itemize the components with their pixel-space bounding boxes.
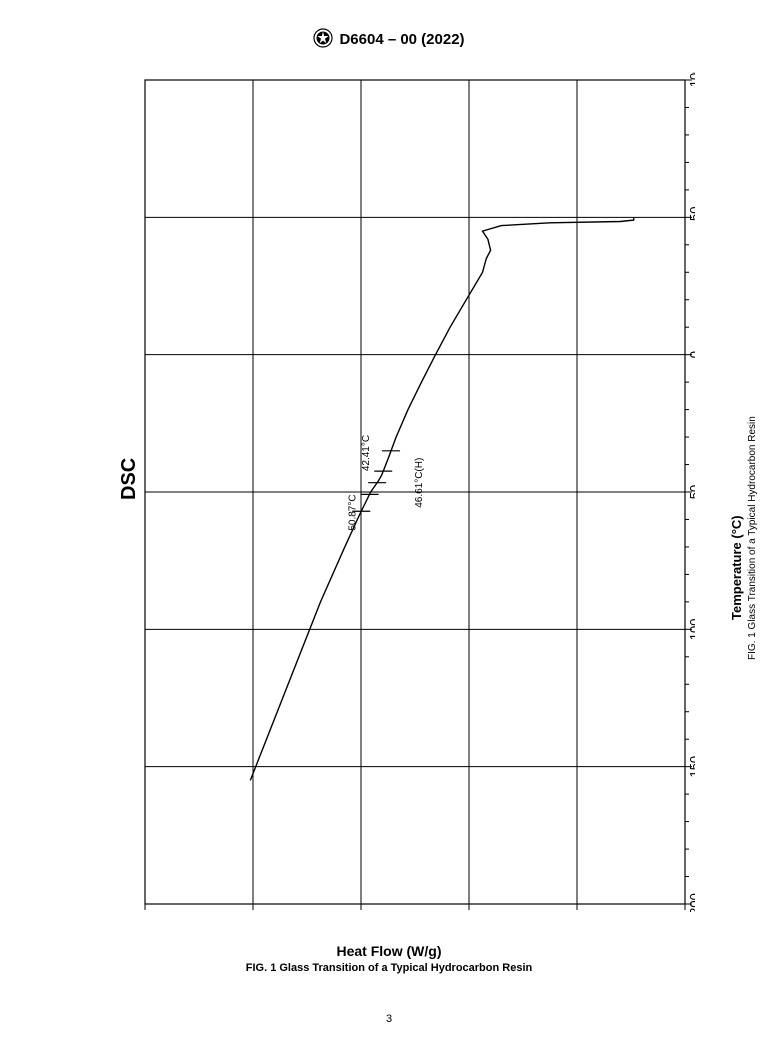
- svg-text:50.87°C: 50.87°C: [348, 494, 359, 530]
- x-axis-label-right: Temperature (°C): [729, 515, 744, 620]
- dsc-title: DSC: [118, 458, 141, 500]
- chart-svg: –100–50050100150200–0.20.00.20.40.60.842…: [135, 72, 695, 912]
- doc-header-text: D6604 – 00 (2022): [339, 31, 464, 48]
- figure-caption-right: FIG. 1 Glass Transition of a Typical Hyd…: [747, 416, 758, 660]
- dsc-chart: –100–50050100150200–0.20.00.20.40.60.842…: [135, 72, 695, 912]
- svg-text:0: 0: [687, 351, 695, 358]
- svg-text:50: 50: [687, 485, 695, 499]
- svg-text:–100: –100: [687, 72, 695, 94]
- page: D6604 – 00 (2022) –100–50050100150200–0.…: [0, 0, 778, 1041]
- svg-text:150: 150: [687, 756, 695, 778]
- page-number: 3: [0, 1013, 778, 1025]
- y-axis-label-bottom: Heat Flow (W/g): [0, 943, 778, 959]
- astm-logo-icon: [313, 28, 333, 52]
- svg-text:46.61°C(H): 46.61°C(H): [414, 458, 425, 508]
- doc-header: D6604 – 00 (2022): [0, 28, 778, 52]
- svg-text:42.41°C: 42.41°C: [361, 435, 372, 471]
- svg-text:200: 200: [687, 893, 695, 912]
- figure-caption-bottom: FIG. 1 Glass Transition of a Typical Hyd…: [0, 962, 778, 974]
- svg-text:–50: –50: [687, 206, 695, 228]
- svg-text:100: 100: [687, 618, 695, 640]
